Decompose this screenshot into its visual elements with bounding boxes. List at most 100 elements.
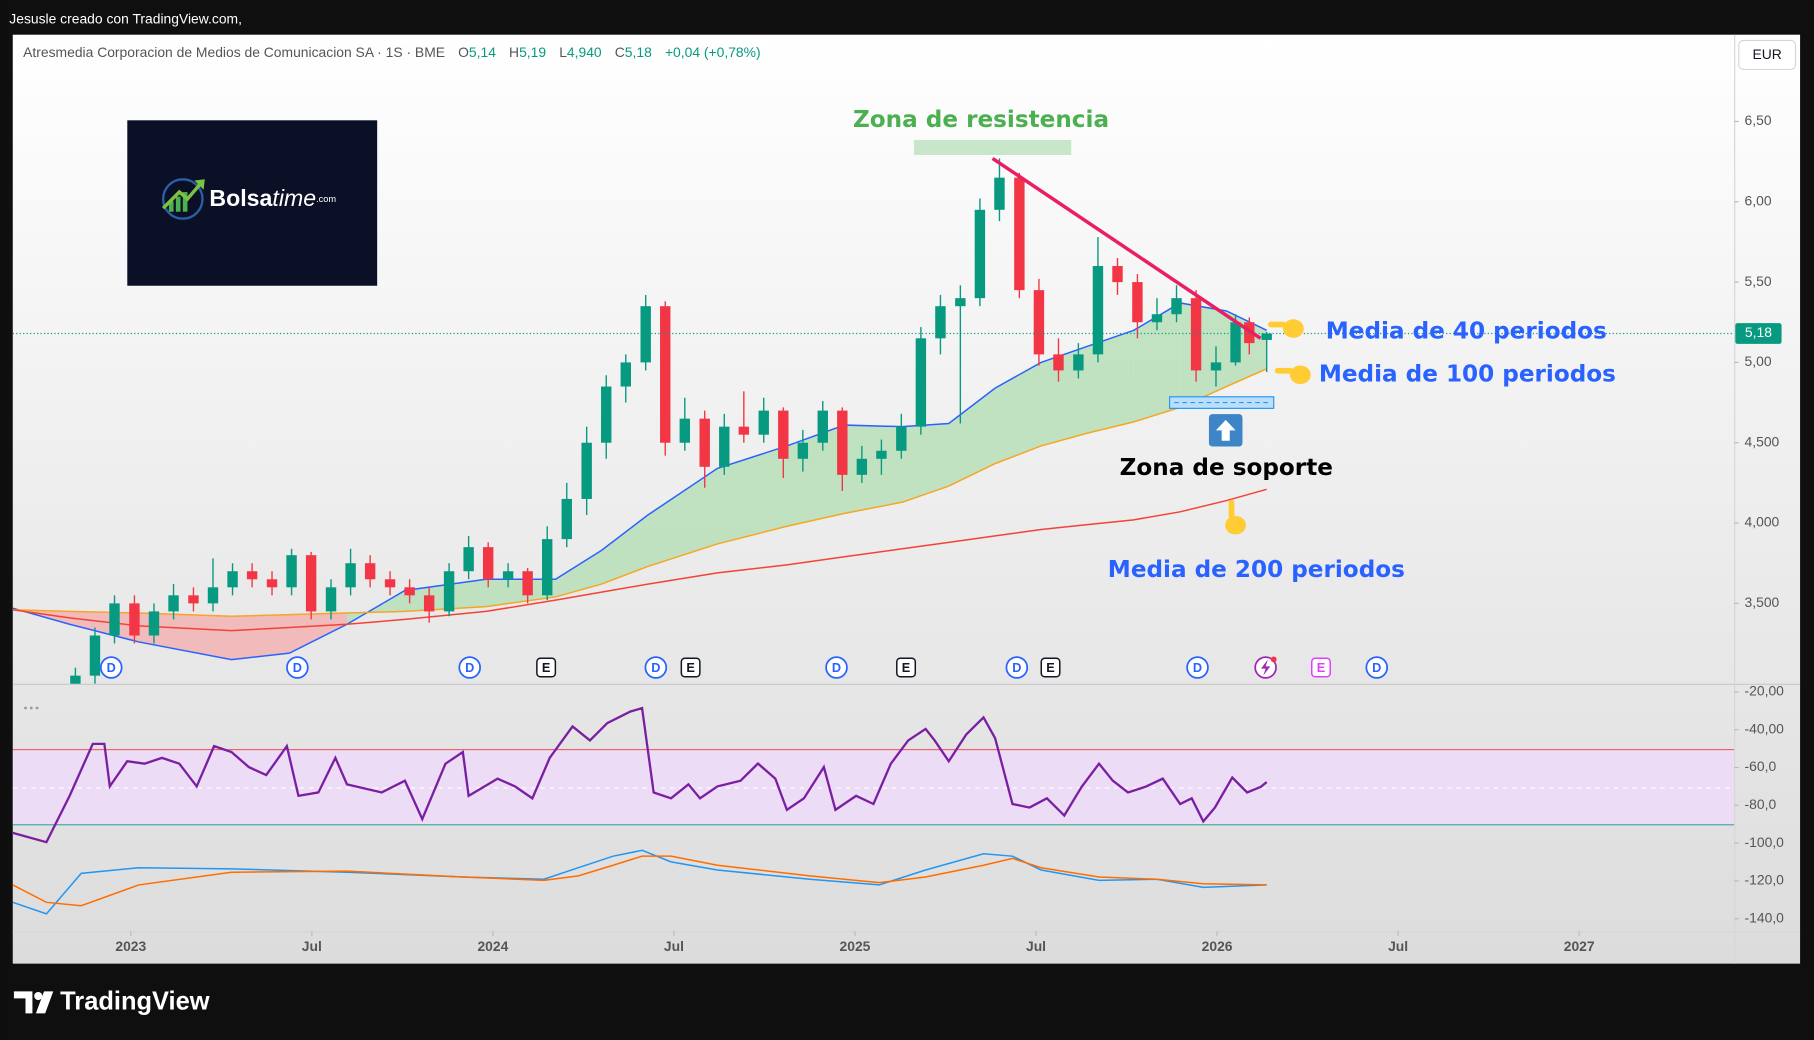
support-zone	[1169, 396, 1275, 409]
candle-body	[994, 177, 1005, 210]
candle-body	[129, 603, 140, 636]
candle-body	[738, 426, 750, 435]
candle-body	[404, 587, 415, 596]
candle-body	[1210, 362, 1222, 371]
event-marker	[99, 656, 123, 679]
price-pane	[12, 158, 1735, 684]
event-label: D	[107, 660, 116, 675]
annotation: Media de 200 periodos	[1108, 557, 1405, 583]
ohlc-key: O	[458, 44, 469, 60]
ma-fill	[138, 613, 232, 660]
ma-fill	[1041, 346, 1088, 446]
candle-body	[522, 571, 533, 596]
event-marker	[1310, 657, 1332, 678]
event-label: D	[832, 660, 841, 675]
event-label: E	[1046, 660, 1054, 675]
candle-body	[561, 498, 572, 540]
candle-body	[1151, 314, 1163, 323]
event-label: E	[1317, 660, 1325, 675]
x-tick-label: Jul	[302, 938, 322, 954]
candle-body	[188, 595, 199, 604]
candle-body	[1014, 177, 1025, 291]
ma-fill	[231, 614, 290, 660]
ma-fill	[555, 550, 602, 597]
candle-body	[876, 450, 887, 459]
hand-icon	[1289, 365, 1311, 385]
currency: EUR	[1752, 46, 1781, 62]
logo-icon	[161, 178, 205, 220]
candle-body	[148, 611, 160, 636]
ma-fill	[1087, 330, 1134, 434]
y-tick-label: -20,00	[1745, 683, 1785, 699]
candle-body	[758, 410, 769, 435]
footer-logo	[13, 991, 54, 1014]
candle-body	[246, 571, 258, 580]
event-marker	[286, 656, 309, 679]
candle-body	[325, 587, 337, 612]
candle-body	[837, 410, 848, 475]
header: Atresmedia Corporacion de Medios de Comu…	[23, 44, 760, 60]
last-price-box	[1735, 323, 1782, 344]
x-tick-label: 2024	[477, 938, 508, 954]
ma-fill	[1133, 302, 1181, 422]
pane-menu[interactable]	[24, 706, 39, 710]
watermark: Jesusle creado con TradingView.com,	[9, 10, 242, 26]
annotation: Media de 100 periodos	[1319, 361, 1616, 387]
x-tick-label: 2027	[1564, 938, 1595, 954]
candle-body	[699, 418, 710, 467]
candle-body	[719, 426, 730, 467]
change: +0,04 (+0,78%)	[665, 44, 761, 60]
hand-finger	[1274, 367, 1294, 374]
candle-body	[364, 563, 376, 580]
logo-text: Bolsatime.com	[209, 185, 336, 211]
annotation: Media de 40 periodos	[1326, 319, 1607, 345]
candle-body	[1033, 290, 1045, 355]
candle-body	[109, 603, 120, 636]
trendline	[991, 156, 1262, 340]
candle-body	[423, 595, 435, 612]
candle-body	[955, 298, 966, 307]
candle-body	[168, 595, 179, 612]
event-marker	[458, 656, 481, 679]
candle-body	[1112, 266, 1123, 283]
y-tick-label: 3,500	[1745, 594, 1780, 610]
ohlc-key: H	[509, 44, 519, 60]
event-label: E	[686, 660, 694, 675]
candle-body	[974, 209, 986, 299]
candle-body	[935, 306, 946, 339]
candle-body	[620, 362, 631, 387]
candle-body	[70, 675, 81, 684]
annotation: Zona de resistencia	[853, 107, 1109, 133]
y-tick-label: -140,0	[1745, 909, 1785, 925]
candle-body	[89, 635, 101, 676]
ohlc-value: 5,19	[519, 44, 546, 60]
candle-body	[1261, 333, 1272, 340]
y-tick-label: 6,00	[1745, 192, 1772, 208]
oscillator-pane	[12, 706, 1735, 915]
candle-body	[286, 555, 297, 588]
x-tick-label: 2023	[115, 938, 146, 954]
candle-body	[660, 306, 671, 443]
candle-body	[266, 579, 278, 588]
x-tick-label: Jul	[664, 938, 684, 954]
ma-fill	[948, 388, 996, 487]
candle-body	[1092, 266, 1104, 355]
logo-accent: time	[272, 185, 316, 211]
candle-body	[896, 426, 907, 451]
ma-fill	[647, 468, 718, 567]
band	[12, 749, 1735, 825]
event-marker	[1040, 657, 1061, 678]
y-tick-label: -120,0	[1745, 872, 1785, 888]
logo-brand: Bolsa	[209, 185, 273, 211]
hand-icon	[1282, 319, 1304, 338]
last-price-label: 5,18	[1745, 324, 1772, 340]
event-icon	[1260, 659, 1271, 676]
x-tick-label: 2026	[1202, 938, 1233, 954]
event-dot	[1270, 656, 1277, 663]
candle-body	[227, 571, 238, 588]
ma-fill	[69, 611, 139, 642]
indicator-line	[12, 855, 1267, 907]
currency-button[interactable]	[1738, 39, 1797, 70]
ma-fill	[844, 425, 903, 514]
